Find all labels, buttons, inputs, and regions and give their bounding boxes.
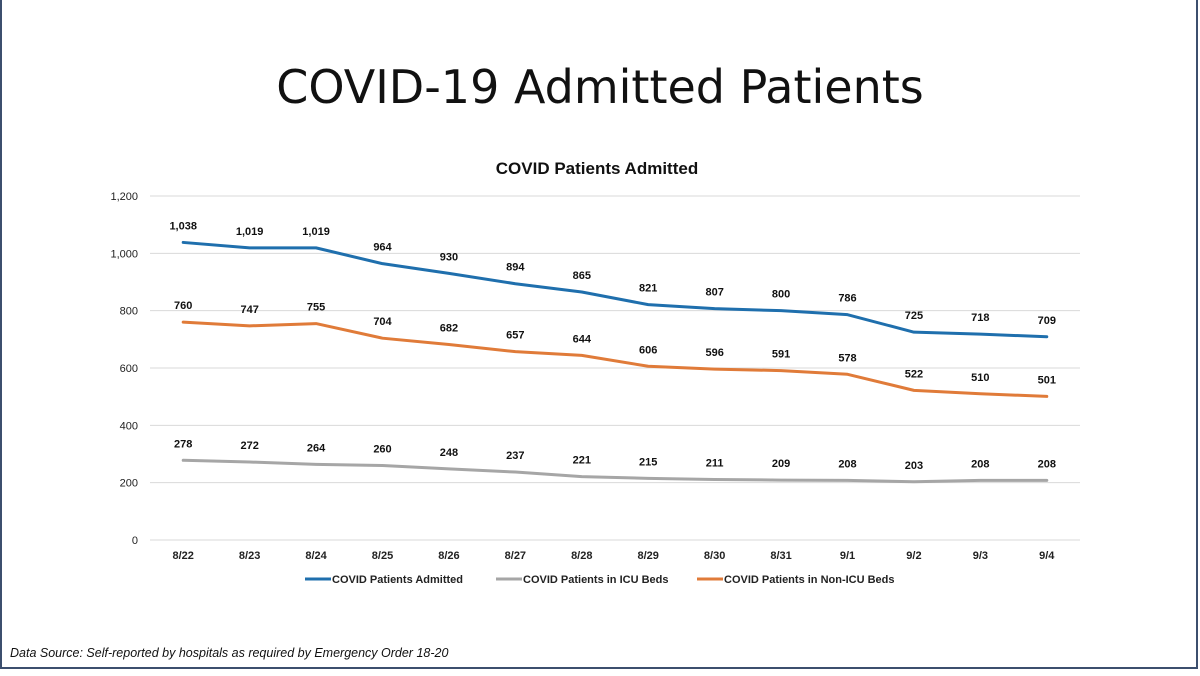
- data-label: 1,019: [236, 226, 264, 238]
- x-tick-label: 8/29: [638, 550, 659, 562]
- data-label: 221: [573, 455, 591, 467]
- data-label: 930: [440, 251, 458, 263]
- data-label: 786: [838, 293, 856, 305]
- data-label: 865: [573, 270, 591, 282]
- y-tick-label: 200: [120, 478, 138, 490]
- series-line: [181, 320, 1049, 398]
- y-tick-label: 1,000: [110, 248, 138, 260]
- data-label: 248: [440, 447, 458, 459]
- series-line: [181, 240, 1049, 339]
- source-note: Data Source: Self-reported by hospitals …: [10, 646, 449, 660]
- y-tick-label: 1,200: [110, 191, 138, 203]
- x-tick-label: 9/4: [1039, 550, 1055, 562]
- data-label: 208: [838, 458, 856, 470]
- data-label: 591: [772, 349, 790, 361]
- data-label: 709: [1038, 315, 1056, 327]
- data-label: 501: [1038, 374, 1056, 386]
- data-label: 1,019: [302, 226, 330, 238]
- data-label: 718: [971, 312, 989, 324]
- x-tick-label: 8/22: [173, 550, 194, 562]
- data-label: 264: [307, 442, 326, 454]
- x-tick-label: 8/24: [305, 550, 327, 562]
- data-label: 964: [373, 242, 392, 254]
- series-lines: [181, 240, 1049, 484]
- data-label: 657: [506, 330, 524, 342]
- data-label: 578: [838, 352, 856, 364]
- data-label: 522: [905, 368, 923, 380]
- legend-label: COVID Patients Admitted: [332, 574, 463, 586]
- data-label: 894: [506, 262, 525, 274]
- data-label: 644: [573, 333, 592, 345]
- y-tick-label: 800: [120, 306, 138, 318]
- y-tick-label: 0: [132, 535, 138, 547]
- data-label: 807: [705, 287, 723, 299]
- x-tick-label: 9/3: [973, 550, 988, 562]
- data-label: 510: [971, 372, 989, 384]
- data-label: 208: [971, 458, 989, 470]
- data-label: 203: [905, 460, 923, 472]
- legend-label: COVID Patients in ICU Beds: [523, 574, 668, 586]
- data-labels: 1,038 1,019 1,019 964 930 894 865 821 807 800 786 7…: [169, 220, 1056, 471]
- y-tick-label: 400: [120, 420, 138, 432]
- data-label: 272: [240, 440, 258, 452]
- y-tick-label: 600: [120, 363, 138, 375]
- x-axis-ticks: 8/22 8/23 8/24 8/25 8/26 8/27 8/28 8/29 8/30 8/31…: [173, 550, 1056, 562]
- x-tick-label: 8/26: [438, 550, 459, 562]
- data-label: 278: [174, 438, 192, 450]
- x-tick-label: 9/1: [840, 550, 855, 562]
- y-axis-ticks: 0 200 400 600 800 1,000 1,200: [110, 191, 138, 547]
- grid-lines: [150, 195, 1080, 541]
- data-label: 755: [307, 302, 325, 314]
- data-label: 725: [905, 310, 923, 322]
- data-label: 682: [440, 322, 458, 334]
- x-tick-label: 8/31: [770, 550, 791, 562]
- data-label: 704: [373, 316, 392, 328]
- data-label: 260: [373, 443, 391, 455]
- data-label: 209: [772, 458, 790, 470]
- legend: COVID Patients Admitted COVID Patients in…: [305, 574, 895, 586]
- x-tick-label: 8/28: [571, 550, 592, 562]
- x-tick-label: 8/25: [372, 550, 393, 562]
- chart-title: COVID Patients Admitted: [496, 159, 698, 178]
- line-chart: COVID Patients Admitted 02004006008001,0…: [110, 159, 1080, 586]
- series-line: [181, 458, 1049, 484]
- data-label: 237: [506, 450, 524, 462]
- x-tick-label: 8/27: [505, 550, 526, 562]
- data-label: 215: [639, 456, 657, 468]
- x-tick-label: 8/23: [239, 550, 260, 562]
- legend-label: COVID Patients in Non-ICU Beds: [724, 574, 895, 586]
- data-label: 596: [705, 347, 723, 359]
- x-tick-label: 8/30: [704, 550, 725, 562]
- data-label: 211: [706, 458, 724, 470]
- data-label: 821: [639, 283, 657, 295]
- slide-title: COVID-19 Admitted Patients: [276, 60, 924, 114]
- data-label: 747: [240, 304, 258, 316]
- data-label: 208: [1038, 458, 1056, 470]
- x-tick-label: 9/2: [906, 550, 921, 562]
- data-label: 760: [174, 300, 192, 312]
- data-label: 1,038: [169, 220, 197, 232]
- data-label: 606: [639, 344, 657, 356]
- data-label: 800: [772, 289, 790, 301]
